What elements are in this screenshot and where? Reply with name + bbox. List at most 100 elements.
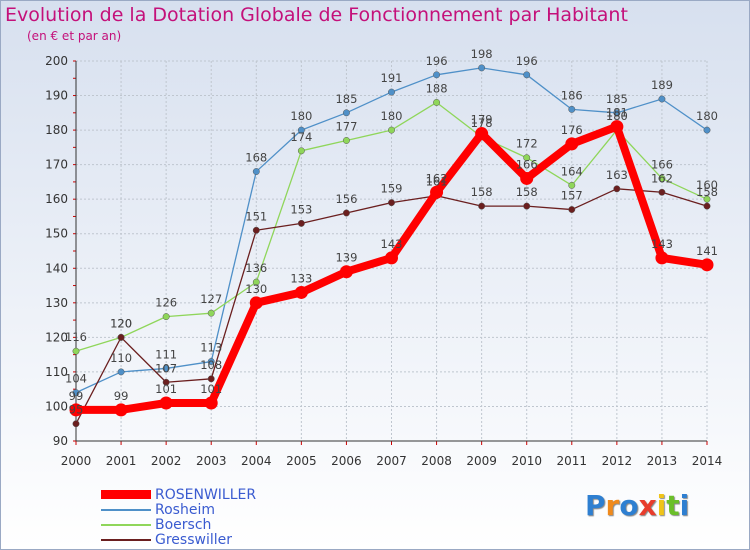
data-label-rosheim: 180 — [696, 109, 718, 123]
data-point-rosenwiller — [430, 185, 444, 199]
data-label-rosenwiller: 101 — [155, 382, 177, 396]
data-label-rosenwiller: 166 — [516, 157, 538, 171]
data-point-boersch — [568, 181, 576, 189]
data-point-rosheim — [433, 71, 441, 79]
logo-letter: x — [638, 489, 657, 522]
data-label-gresswiller: 158 — [516, 185, 538, 199]
data-label-rosheim: 104 — [65, 372, 87, 386]
data-label-rosheim: 186 — [561, 88, 583, 102]
data-point-rosenwiller — [565, 137, 579, 151]
chart-subtitle: (en € et par an) — [27, 29, 122, 43]
data-label-rosenwiller: 143 — [381, 237, 403, 251]
legend-label: Rosheim — [155, 501, 215, 518]
y-tick-label: 190 — [45, 89, 68, 103]
data-point-rosheim — [162, 365, 170, 372]
data-point-gresswiller — [297, 219, 305, 227]
data-point-rosenwiller — [520, 171, 534, 185]
data-point-rosenwiller — [655, 251, 669, 265]
data-label-boersch: 180 — [381, 109, 403, 123]
data-point-rosheim — [207, 358, 215, 365]
x-tick-label: 2007 — [376, 454, 407, 468]
x-tick-label: 2010 — [511, 454, 542, 468]
data-label-rosenwiller: 162 — [426, 171, 448, 185]
data-label-rosheim: 191 — [381, 71, 403, 85]
data-label-gresswiller: 157 — [561, 189, 583, 203]
data-label-rosenwiller: 99 — [114, 389, 129, 403]
data-point-gresswiller — [703, 202, 711, 210]
data-label-rosheim: 111 — [155, 347, 177, 361]
legend-swatch — [101, 508, 151, 511]
legend-item-rosheim: Rosheim — [101, 502, 256, 517]
data-point-rosenwiller — [69, 403, 83, 417]
data-point-gresswiller — [162, 378, 170, 386]
data-point-gresswiller — [658, 188, 666, 196]
data-point-rosenwiller — [610, 120, 624, 134]
data-label-rosenwiller: 133 — [290, 271, 312, 285]
legend-swatch — [101, 490, 151, 499]
legend-swatch — [101, 538, 151, 541]
legend-label: ROSENWILLER — [155, 486, 257, 503]
data-point-rosheim — [658, 95, 666, 103]
data-label-gresswiller: 95 — [69, 403, 84, 417]
data-point-boersch — [703, 195, 711, 203]
data-point-gresswiller — [613, 185, 621, 193]
data-point-boersch — [523, 154, 531, 162]
data-point-rosenwiller — [700, 258, 714, 272]
data-point-rosenwiller — [204, 396, 218, 410]
data-label-rosenwiller: 181 — [606, 106, 628, 120]
data-label-boersch: 188 — [426, 81, 448, 95]
data-label-gresswiller: 158 — [471, 185, 493, 199]
data-label-boersch: 164 — [561, 164, 583, 178]
data-point-rosenwiller — [159, 396, 173, 410]
data-label-boersch: 172 — [516, 137, 538, 151]
legend-item-rosenwiller: ROSENWILLER — [101, 487, 256, 502]
data-point-rosheim — [613, 109, 621, 117]
y-tick-label: 170 — [45, 158, 68, 172]
data-label-rosheim: 196 — [426, 54, 448, 68]
data-label-rosenwiller: 143 — [651, 237, 673, 251]
y-tick-label: 100 — [45, 399, 68, 413]
data-label-boersch: 177 — [335, 119, 357, 133]
x-tick-label: 2002 — [151, 454, 182, 468]
data-label-boersch: 116 — [65, 330, 87, 344]
data-point-rosenwiller — [294, 285, 308, 299]
x-tick-label: 2006 — [331, 454, 362, 468]
data-label-rosenwiller: 179 — [471, 113, 493, 127]
y-tick-label: 140 — [45, 261, 68, 275]
data-label-gresswiller: 161 — [426, 175, 448, 189]
legend: ROSENWILLER Rosheim Boersch Gresswiller — [101, 487, 256, 547]
y-tick-label: 90 — [53, 434, 68, 448]
logo-letter: P — [585, 489, 606, 522]
data-label-gresswiller: 107 — [155, 361, 177, 375]
data-label-rosenwiller: 130 — [245, 282, 267, 296]
data-point-rosenwiller — [114, 403, 128, 417]
x-tick-label: 2013 — [647, 454, 678, 468]
data-label-boersch: 136 — [245, 261, 267, 275]
data-point-boersch — [207, 309, 215, 317]
data-label-rosenwiller: 101 — [200, 382, 222, 396]
data-label-rosenwiller: 99 — [69, 389, 84, 403]
data-label-gresswiller: 120 — [110, 316, 132, 330]
x-tick-label: 2003 — [196, 454, 227, 468]
data-point-gresswiller — [117, 333, 125, 341]
data-point-boersch — [433, 99, 441, 106]
legend-label: Boersch — [155, 516, 212, 533]
logo-letter: t — [666, 489, 680, 522]
data-label-gresswiller: 108 — [200, 358, 222, 372]
legend-item-boersch: Boersch — [101, 517, 256, 532]
y-tick-label: 180 — [45, 123, 68, 137]
data-label-rosheim: 198 — [471, 47, 493, 61]
data-point-boersch — [72, 347, 80, 355]
y-tick-label: 110 — [45, 365, 68, 379]
data-label-rosheim: 189 — [651, 78, 673, 92]
data-point-boersch — [658, 175, 666, 182]
data-point-rosheim — [342, 109, 350, 117]
data-point-rosheim — [568, 105, 576, 113]
data-label-gresswiller: 158 — [696, 185, 718, 199]
x-tick-label: 2014 — [692, 454, 723, 468]
legend-item-gresswiller: Gresswiller — [101, 532, 256, 547]
data-point-gresswiller — [523, 202, 531, 210]
data-label-gresswiller: 163 — [606, 168, 628, 182]
legend-label: Gresswiller — [155, 531, 232, 548]
